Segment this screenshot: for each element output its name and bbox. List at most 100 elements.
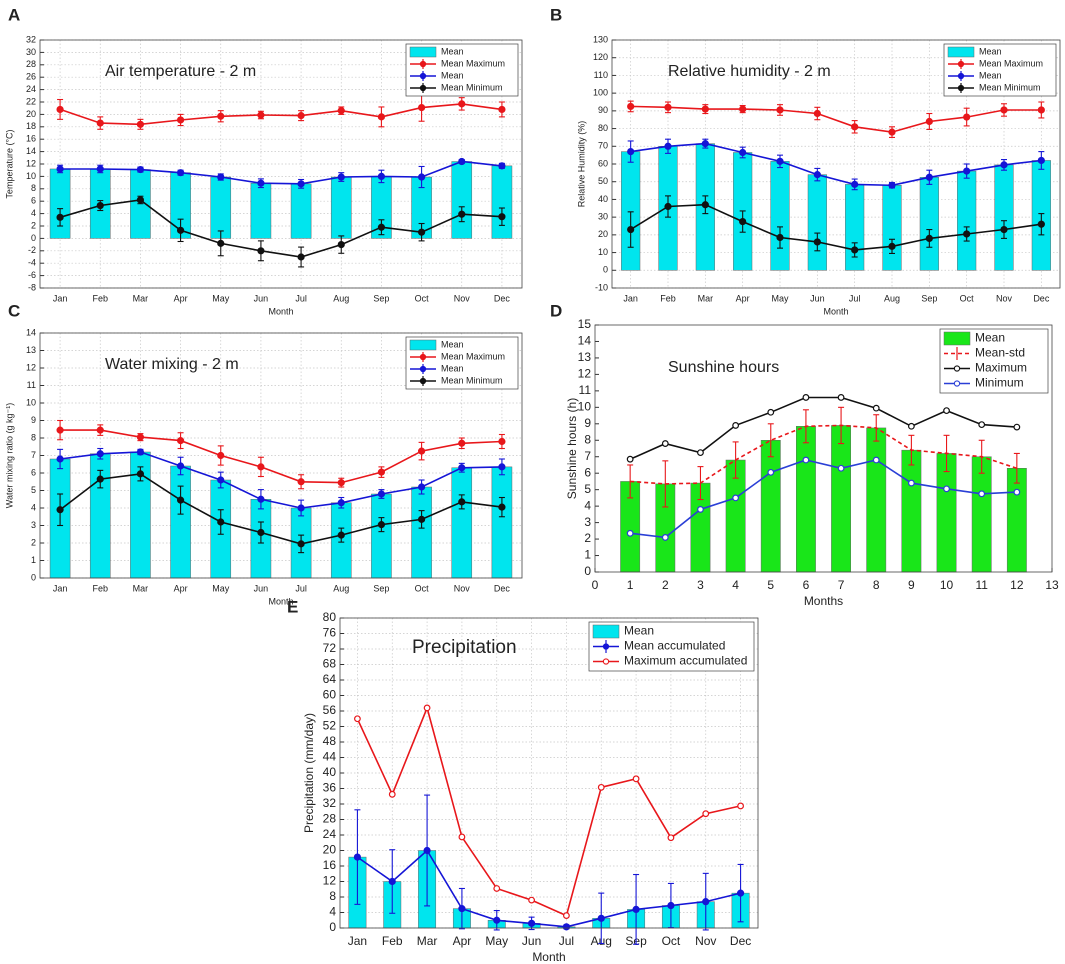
y-axis-label: Relative Humidity (%)	[576, 121, 586, 208]
marker	[1000, 225, 1008, 234]
x-tick-label: Nov	[454, 583, 471, 593]
marker	[136, 165, 145, 174]
marker	[632, 775, 640, 783]
y-tick-label: -10	[595, 282, 608, 292]
marker	[498, 437, 506, 446]
marker	[498, 463, 506, 471]
line	[59, 103, 503, 126]
y-tick-label: -6	[28, 270, 36, 280]
panel: 048121620242832364044485256606468727680J…	[287, 597, 759, 964]
x-tick-label: Aug	[884, 293, 900, 303]
legend-marker	[419, 72, 427, 80]
marker	[626, 455, 634, 463]
marker	[337, 173, 345, 181]
x-tick-label: Jul	[849, 293, 861, 303]
marker	[56, 455, 64, 463]
marker	[562, 923, 571, 931]
y-tick-label: 48	[323, 734, 337, 748]
marker	[888, 181, 896, 189]
error-bar	[838, 406, 845, 445]
marker	[458, 439, 466, 447]
y-tick-label: 50	[598, 176, 608, 186]
marker	[354, 715, 361, 723]
x-tick-label: Jul	[295, 293, 307, 303]
legend-label: Maximum accumulated	[624, 654, 747, 668]
y-tick-label: 52	[323, 719, 337, 733]
x-tick-label: Mar	[133, 583, 149, 593]
bar	[330, 176, 352, 239]
marker	[337, 241, 345, 249]
marker	[632, 905, 640, 914]
x-tick-label: Feb	[92, 293, 108, 303]
y-tick-label: 40	[598, 194, 608, 204]
y-axis-label: Sunshine hours (h)	[565, 398, 579, 499]
y-axis-label: Temperature (°C)	[4, 129, 14, 198]
marker	[377, 172, 386, 180]
line	[59, 451, 502, 509]
x-tick-label: Oct	[415, 293, 430, 303]
x-tick-label: Dec	[1033, 293, 1050, 303]
x-tick-label: Apr	[174, 293, 188, 303]
marker	[377, 113, 386, 121]
y-tick-label: 4	[31, 502, 36, 512]
panel-letter: B	[550, 5, 562, 24]
bar	[760, 440, 781, 573]
legend-label: Maximum	[975, 361, 1027, 375]
chart-title: Sunshine hours	[668, 359, 779, 376]
y-tick-label: 16	[323, 858, 337, 872]
marker	[417, 173, 426, 181]
marker	[661, 440, 669, 447]
bar	[170, 465, 191, 579]
bar	[621, 151, 641, 271]
marker	[136, 470, 145, 478]
x-tick-label: Sep	[921, 293, 937, 303]
y-tick-label: 0	[31, 572, 36, 582]
x-tick-label: Jan	[53, 583, 68, 593]
y-tick-label: 6	[584, 465, 591, 479]
marker	[377, 490, 386, 498]
bar	[866, 427, 887, 573]
marker	[963, 113, 971, 121]
panel-letter: A	[8, 5, 20, 24]
legend: Mean Mean Maximum Mean Mean Minimum	[943, 43, 1057, 97]
bar	[957, 170, 977, 271]
marker	[701, 105, 709, 113]
marker	[423, 846, 431, 855]
marker	[627, 148, 635, 156]
marker	[627, 102, 635, 111]
marker	[423, 704, 431, 712]
y-tick-label: 26	[26, 72, 36, 82]
marker	[176, 226, 185, 234]
bar	[210, 176, 232, 239]
legend-label: Mean Minimum	[979, 82, 1041, 92]
marker	[739, 148, 747, 157]
marker	[257, 179, 265, 187]
marker	[498, 162, 506, 170]
y-tick-label: 5	[584, 482, 591, 496]
y-tick-label: 5	[31, 485, 36, 495]
y-tick-label: 6	[31, 467, 36, 477]
marker	[739, 105, 747, 113]
marker	[337, 499, 345, 507]
marker	[257, 463, 265, 471]
bar	[919, 177, 939, 271]
marker	[732, 422, 740, 429]
marker	[872, 456, 880, 464]
legend-marker	[957, 60, 965, 68]
y-tick-label: 80	[598, 123, 608, 133]
legend-marker	[602, 658, 610, 665]
x-axis-label: Month	[268, 306, 293, 316]
x-tick-label: Jul	[295, 583, 307, 593]
error-bar	[627, 464, 634, 499]
x-tick-label: 13	[1045, 578, 1059, 592]
marker	[297, 504, 305, 512]
y-tick-label: 40	[323, 765, 337, 779]
x-axis-label: Month	[823, 306, 848, 316]
x-tick-label: Jan	[53, 293, 68, 303]
marker	[661, 534, 669, 541]
plot-frame	[611, 39, 1061, 289]
marker	[176, 496, 185, 504]
y-tick-label: 11	[27, 380, 36, 390]
marker	[217, 173, 225, 181]
